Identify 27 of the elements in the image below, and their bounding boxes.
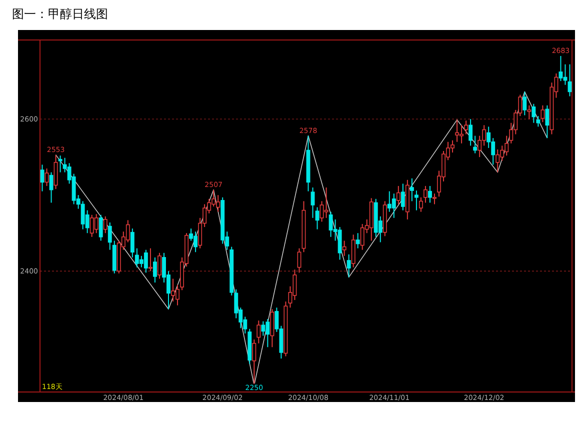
candlestick — [324, 186, 328, 218]
candlestick — [130, 228, 134, 258]
candlestick — [40, 164, 44, 192]
candlestick — [400, 183, 405, 211]
candlestick — [346, 254, 351, 278]
candlestick — [392, 193, 396, 218]
candlestick — [356, 232, 360, 249]
chart-title: 图一：甲醇日线图 — [12, 7, 108, 21]
candlestick — [94, 214, 98, 234]
candlestick — [405, 179, 410, 220]
candlestick — [522, 91, 527, 116]
candlestick — [234, 288, 238, 319]
candlestick — [410, 178, 414, 202]
candlestick — [545, 104, 550, 139]
candlestick — [382, 200, 387, 237]
candlestick — [54, 154, 58, 190]
candlestick — [351, 234, 356, 268]
candlestick — [418, 196, 423, 212]
candlestick — [252, 339, 256, 386]
candlestick — [455, 119, 460, 142]
candlestick — [473, 135, 478, 154]
candlestick — [108, 222, 112, 250]
candlestick — [270, 308, 274, 348]
candlestick — [496, 148, 500, 173]
candlestick — [342, 240, 346, 256]
candlestick — [58, 155, 62, 173]
candlestick — [369, 198, 374, 242]
